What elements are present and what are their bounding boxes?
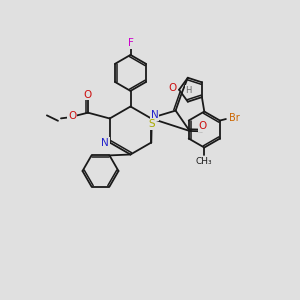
- Text: O: O: [68, 111, 76, 121]
- Text: CH₃: CH₃: [196, 157, 213, 166]
- Text: O: O: [198, 121, 206, 131]
- Text: O: O: [168, 83, 177, 93]
- Text: F: F: [128, 38, 134, 49]
- Text: O: O: [84, 90, 92, 100]
- Text: N: N: [101, 137, 109, 148]
- Text: Br: Br: [229, 113, 240, 123]
- Text: H: H: [185, 85, 191, 94]
- Text: N: N: [151, 110, 159, 121]
- Text: S: S: [148, 119, 155, 129]
